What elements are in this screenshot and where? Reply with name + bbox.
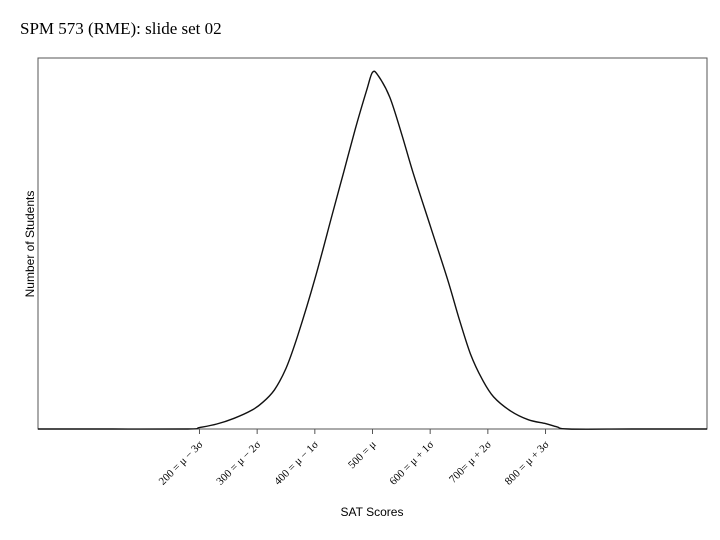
x-tick-label: 400 = μ − 1σ xyxy=(272,439,321,488)
y-axis-label: Number of Students xyxy=(23,191,37,298)
x-tick-label: 700= μ + 2σ xyxy=(447,439,494,486)
density-curve xyxy=(37,70,707,430)
x-tick-label: 500 = μ xyxy=(346,439,379,472)
x-tick-label: 800 = μ + 3σ xyxy=(503,439,552,488)
x-tick-label: 600 = μ + 1σ xyxy=(387,439,436,488)
slide-title: SPM 573 (RME): slide set 02 xyxy=(20,19,222,38)
tick-layer: 200 = μ − 3σ 300 = μ − 2σ 400 = μ − 1σ 500 … xyxy=(157,429,552,488)
x-tick-label: 300 = μ − 2σ xyxy=(214,439,263,488)
curve-layer xyxy=(37,70,707,430)
x-tick-label: 200 = μ − 3σ xyxy=(157,439,206,488)
x-axis-label: SAT Scores xyxy=(341,505,404,519)
plot-frame xyxy=(37,57,708,430)
